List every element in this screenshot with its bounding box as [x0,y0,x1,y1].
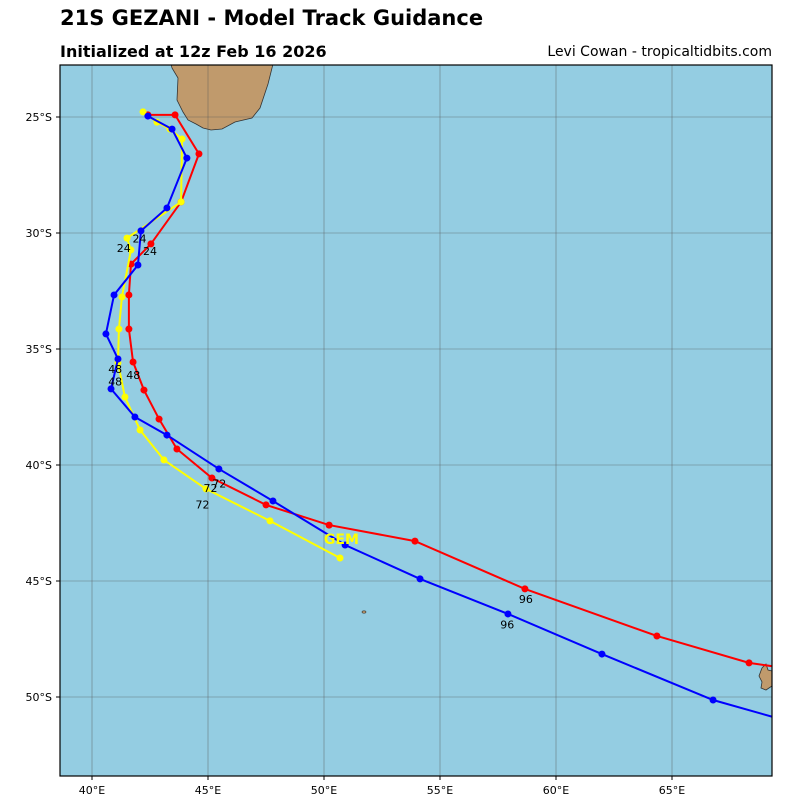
island-small [361,610,367,614]
track-point [129,358,137,366]
forecast-hour-label: 24 [133,232,147,245]
map-frame [59,64,773,777]
island-east [758,663,772,691]
page-title: 21S GEZANI - Model Track Guidance [60,6,484,30]
model-track-line [104,115,772,718]
model-name-label: GEM [324,532,359,548]
track-point [789,719,796,726]
track-point [411,537,419,545]
track-point [195,150,203,158]
track-point [745,659,753,667]
track-point [202,485,210,493]
track-point [262,501,270,509]
x-tick-label: 45°E [195,784,221,797]
track-point [121,393,129,401]
track-point [137,227,145,235]
credit: Levi Cowan - tropicaltidbits.com [547,44,772,60]
track-point [136,426,144,434]
y-tick-label: 35°S [26,343,52,356]
track-point [123,234,131,242]
x-tick-label: 65°E [659,784,685,797]
track-point [107,385,115,393]
track-point [178,135,186,143]
track-point [416,575,424,583]
track-point [125,325,133,333]
track-point [173,445,181,453]
track-point [110,291,118,299]
track-point [325,521,333,529]
forecast-hour-label: 48 [108,375,122,388]
y-tick-label: 30°S [26,227,52,240]
forecast-hour-label: 48 [126,369,140,382]
track-point [140,386,148,394]
track-point [171,111,179,119]
track-point [598,650,606,658]
track-point [215,465,223,473]
track-point [118,293,126,301]
track-point [114,355,122,363]
x-tick-label: 40°E [79,784,105,797]
track-point [208,474,216,482]
track-point [115,325,123,333]
track-point [789,666,796,673]
track-point [147,240,155,248]
track-point [266,517,274,525]
track-point [125,291,133,299]
y-tick-label: 40°S [26,459,52,472]
y-tick-label: 25°S [26,111,52,124]
track-point [177,198,185,206]
track-point [168,125,176,133]
track-point [160,456,168,464]
track-point [163,431,171,439]
track-point [183,154,191,162]
init-time: Initialized at 12z Feb 16 2026 [60,42,327,61]
forecast-hour-label: 24 [117,242,131,255]
x-tick-label: 55°E [427,784,453,797]
track-point [102,330,110,338]
forecast-hour-label: 72 [212,478,226,491]
forecast-hour-label: 24 [143,245,157,258]
y-tick-label: 50°S [26,691,52,704]
y-tick-label: 45°S [26,575,52,588]
x-tick-label: 50°E [311,784,337,797]
track-point [269,497,277,505]
track-point [653,632,661,640]
model-track-line [116,111,341,559]
ocean [60,65,772,776]
track-point [127,246,135,254]
track-point [155,415,163,423]
track-point [341,541,349,549]
track-point [504,610,512,618]
track-point [521,585,529,593]
forecast-hour-label: 48 [108,363,122,376]
forecast-hour-label: 96 [519,593,533,606]
track-point [336,554,344,562]
forecast-hour-label: 72 [203,482,217,495]
track-point [134,261,142,269]
track-point [131,413,139,421]
track-point [163,204,171,212]
forecast-hour-label: 96 [500,619,514,632]
track-point [709,696,717,704]
model-track-line [127,113,772,668]
forecast-hour-label: 72 [196,498,210,511]
madagascar-land [170,65,274,131]
x-tick-label: 60°E [543,784,569,797]
track-point [139,108,147,116]
track-point [144,112,152,120]
